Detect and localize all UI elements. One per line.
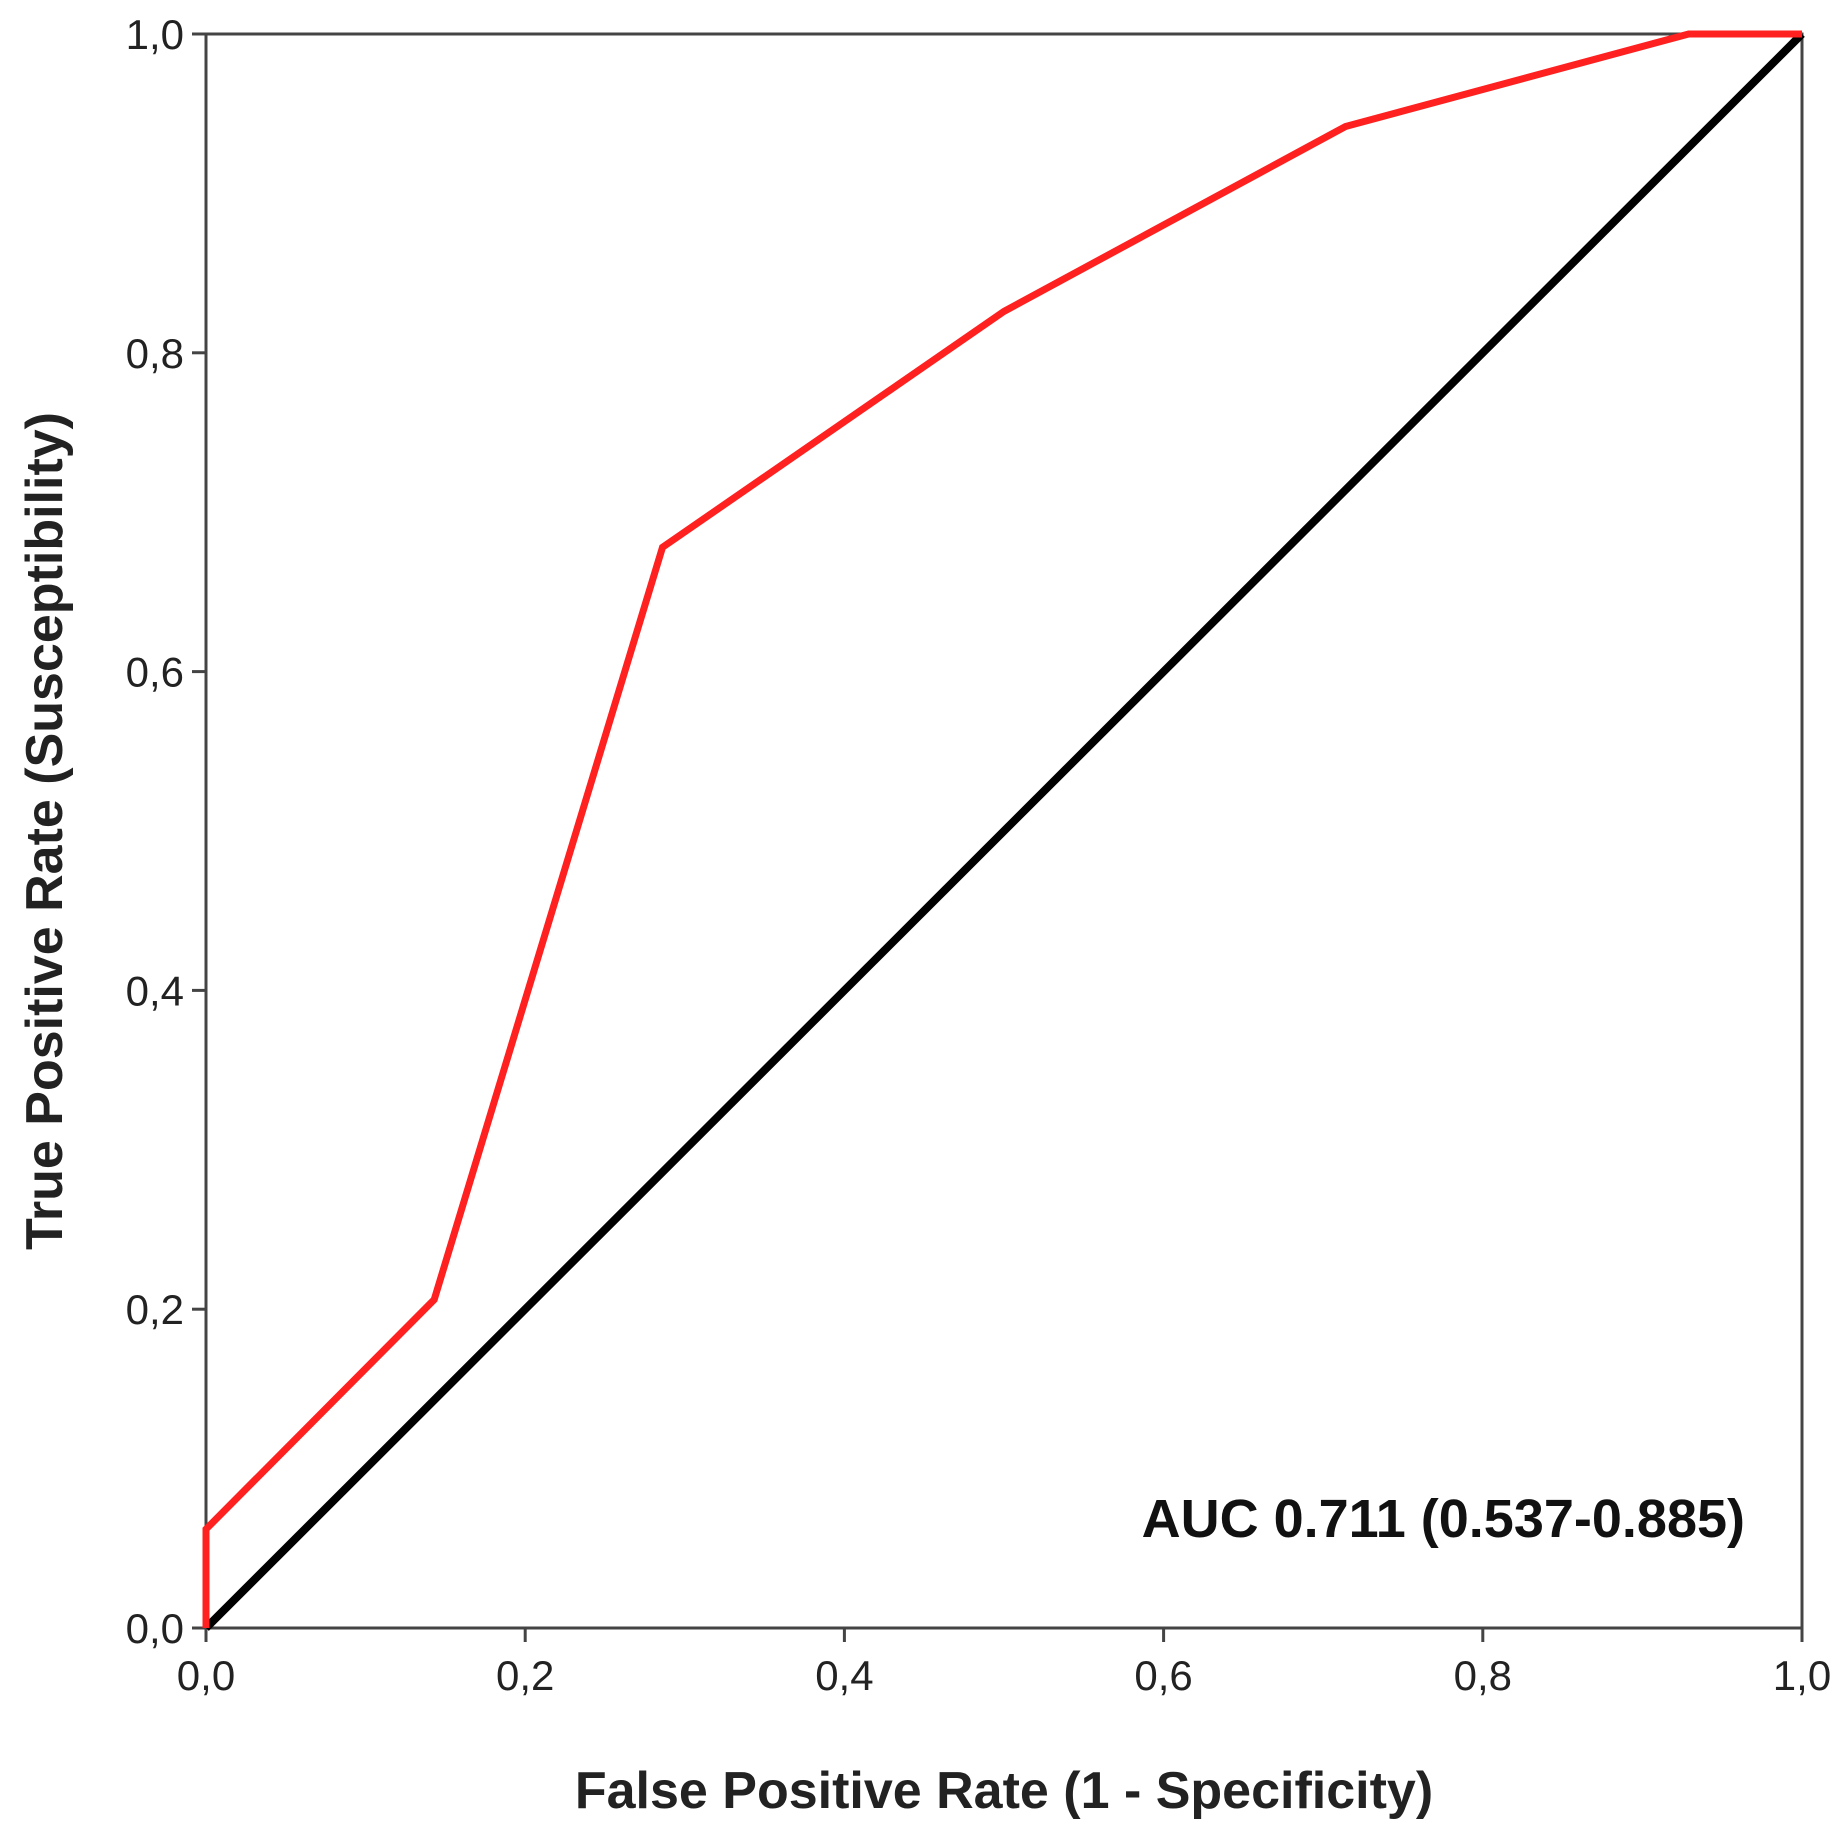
x-tick-label: 0,8 xyxy=(1454,1652,1512,1699)
x-tick-label: 0,4 xyxy=(815,1652,873,1699)
y-tick-label: 0,8 xyxy=(126,330,184,377)
x-axis-ticks: 0,0 0,2 0,4 0,6 0,8 1,0 xyxy=(177,1628,1831,1699)
reference-diagonal-line xyxy=(203,31,1805,1631)
y-tick-label: 0,6 xyxy=(126,649,184,696)
y-axis-ticks: 0,0 0,2 0,4 0,6 0,8 1,0 xyxy=(126,11,206,1652)
auc-annotation: AUC 0.711 (0.537-0.885) xyxy=(1142,1489,1745,1549)
y-tick-label: 0,2 xyxy=(126,1286,184,1333)
x-axis-title: False Positive Rate (1 - Specificity) xyxy=(575,1762,1433,1820)
x-tick-label: 0,2 xyxy=(496,1652,554,1699)
y-tick-label: 1,0 xyxy=(126,11,184,58)
x-tick-label: 1,0 xyxy=(1773,1652,1831,1699)
y-tick-label: 0,0 xyxy=(126,1605,184,1652)
roc-curve-line xyxy=(202,30,1802,1628)
y-tick-label: 0,4 xyxy=(126,967,184,1014)
series-layer xyxy=(202,30,1805,1631)
x-tick-label: 0,0 xyxy=(177,1652,235,1699)
x-tick-label: 0,6 xyxy=(1134,1652,1192,1699)
y-axis-title: True Positive Rate (Susceptibility) xyxy=(16,412,74,1250)
plot-area-frame xyxy=(204,32,1804,1630)
